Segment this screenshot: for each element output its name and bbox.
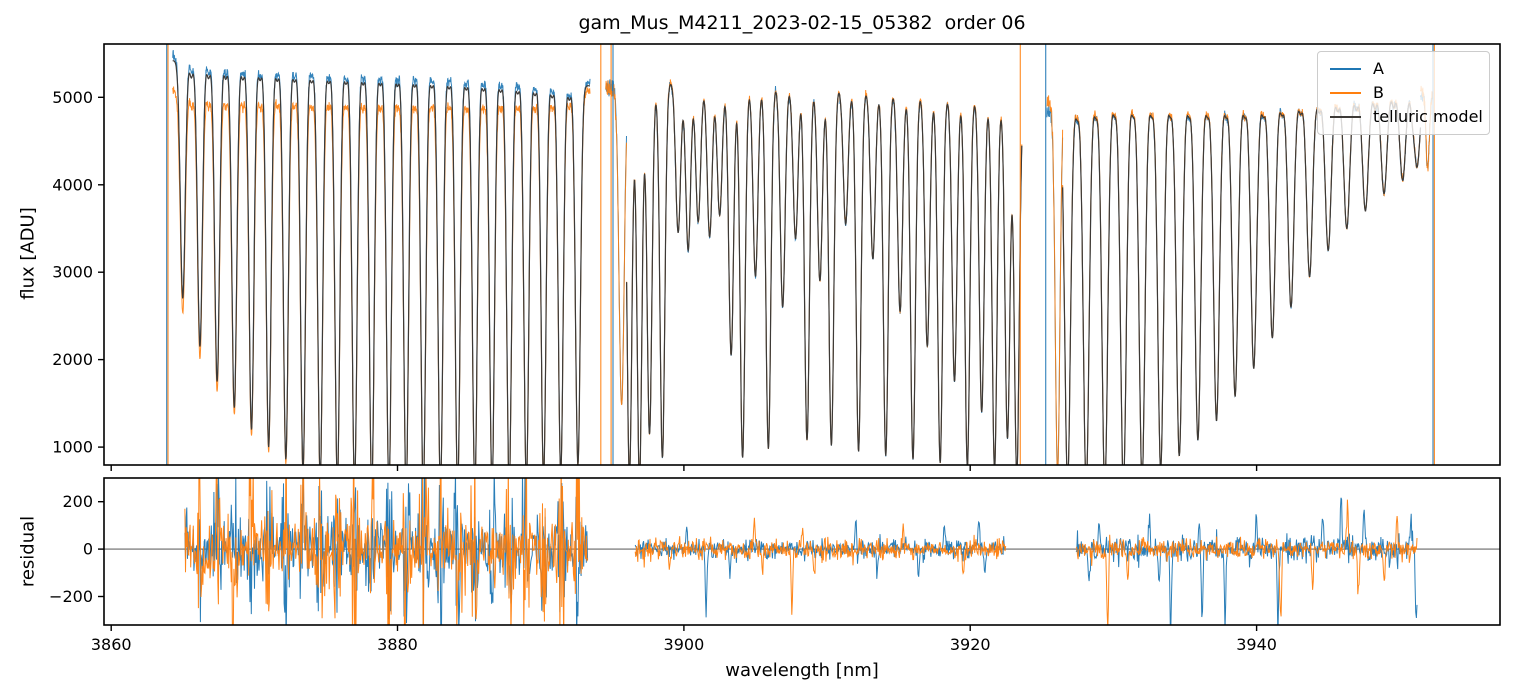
legend-line-swatch-A xyxy=(1330,68,1361,70)
series-A-residual-1 xyxy=(634,519,1007,618)
legend-label-telluric-model: telluric model xyxy=(1373,107,1483,126)
series-B-flux-right xyxy=(1062,99,1421,465)
legend-item-A: A xyxy=(1330,60,1483,78)
residual-y-tick-label: −200 xyxy=(49,587,93,606)
series-B-residual-2 xyxy=(1075,499,1418,625)
series-B-residual-1 xyxy=(634,517,1007,615)
flux-y-tick-label: 4000 xyxy=(52,175,93,194)
legend: A B telluric model xyxy=(1317,51,1490,135)
x-tick-label: 3920 xyxy=(950,635,991,654)
plot-title: gam_Mus_M4211_2023-02-15_05382 order 06 xyxy=(578,12,1026,34)
flux-y-tick-label: 3000 xyxy=(52,263,93,282)
series-B-flux-gap2 xyxy=(1046,95,1064,465)
series-B-residual-0 xyxy=(184,478,589,625)
series-model-flux-middle xyxy=(626,83,1023,465)
x-tick-label: 3940 xyxy=(1236,635,1277,654)
legend-item-telluric-model: telluric model xyxy=(1330,108,1483,126)
flux-axis-label: flux [ADU] xyxy=(17,207,39,300)
series-B-flux-gap1 xyxy=(605,80,627,406)
flux-axes xyxy=(103,43,1501,466)
flux-y-tick-label: 1000 xyxy=(52,438,93,457)
flux-panel-series xyxy=(166,44,1435,465)
residual-y-tick-label: 0 xyxy=(83,540,93,559)
series-model-flux-right xyxy=(1062,101,1422,465)
flux-y-tick-label: 2000 xyxy=(52,350,93,369)
legend-line-swatch-B xyxy=(1330,92,1361,94)
x-tick-label: 3900 xyxy=(664,635,705,654)
legend-label-B: B xyxy=(1373,83,1384,102)
x-tick-label: 3860 xyxy=(91,635,132,654)
legend-label-A: A xyxy=(1373,59,1384,78)
x-tick-label: 3880 xyxy=(377,635,418,654)
wavelength-axis-label: wavelength [nm] xyxy=(725,660,879,681)
residual-axis-label: residual xyxy=(17,515,39,588)
residual-panel-series xyxy=(104,478,1500,625)
residual-axes xyxy=(103,477,1501,626)
residual-y-tick-label: 200 xyxy=(62,492,93,511)
series-A-flux-right xyxy=(1062,99,1421,465)
series-model-flux-left xyxy=(172,60,590,465)
legend-line-swatch-telluric-model xyxy=(1330,116,1361,118)
legend-item-B: B xyxy=(1330,84,1483,102)
flux-y-tick-label: 5000 xyxy=(52,88,93,107)
